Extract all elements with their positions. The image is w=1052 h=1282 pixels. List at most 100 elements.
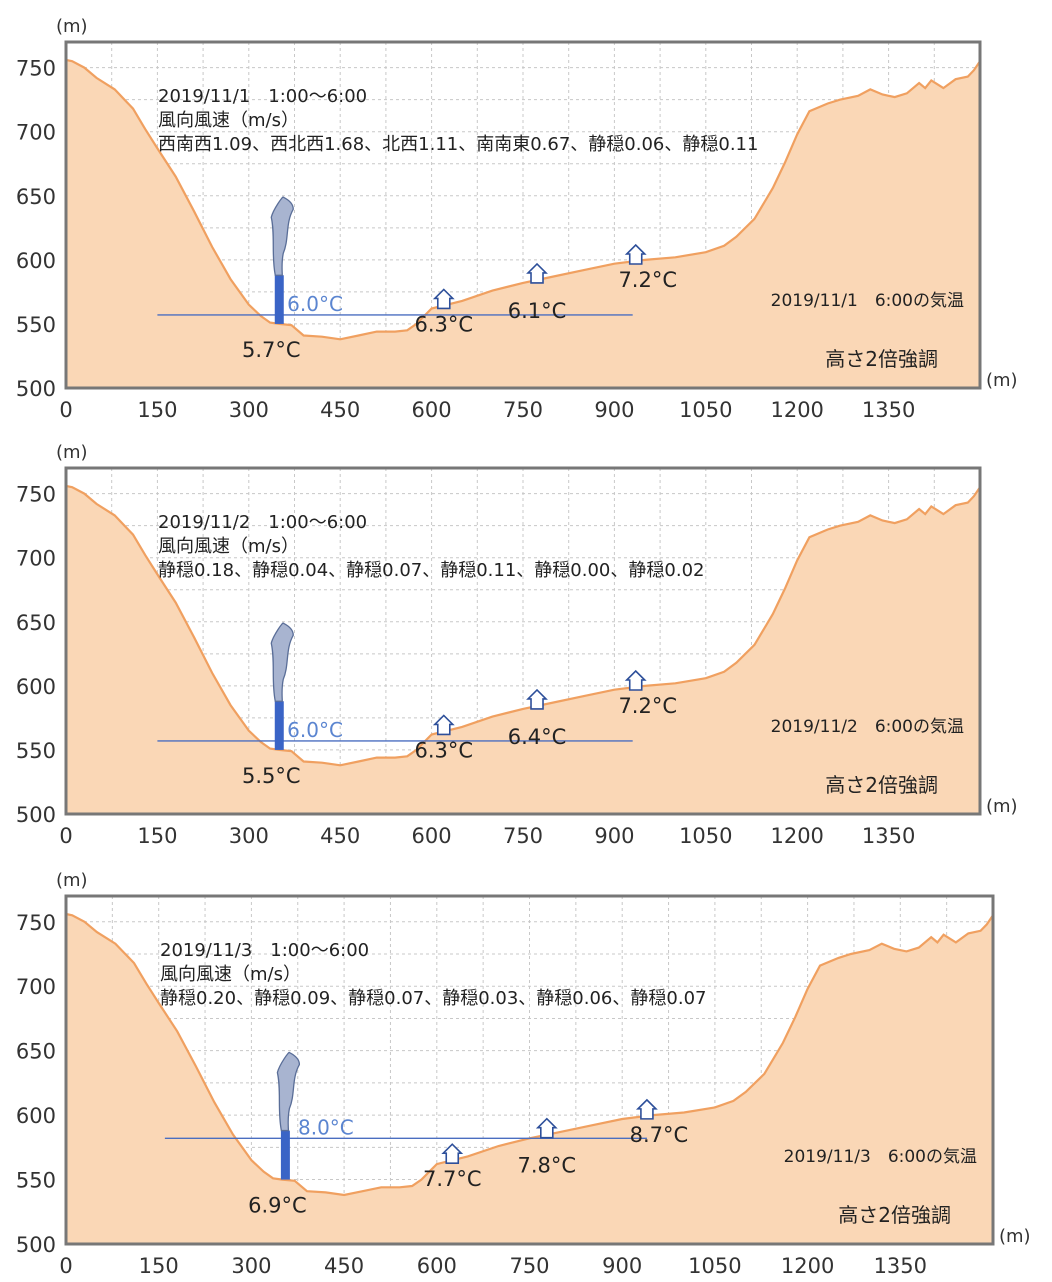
x-tick-label: 600: [417, 1254, 457, 1278]
house-icon: [635, 1098, 658, 1120]
x-tick-label: 0: [59, 1254, 72, 1278]
x-tick-label: 1200: [770, 398, 823, 422]
plume-icon: [270, 622, 294, 702]
x-axis-unit: (m): [986, 796, 1018, 817]
station-temperature-label: 8.7°C: [630, 1123, 689, 1147]
temperature-caption: 2019/11/2 6:00の気温: [771, 717, 964, 737]
air-temperature-label: 6.0°C: [287, 292, 343, 316]
y-tick-label: 750: [16, 483, 56, 507]
note-title: 2019/11/1 1:00～6:00: [158, 86, 367, 107]
x-tick-label: 150: [139, 1254, 179, 1278]
x-tick-label: 1050: [679, 824, 732, 848]
plot-frame: [64, 894, 995, 1246]
y-tick-label: 600: [16, 249, 56, 273]
house-icon: [535, 1117, 558, 1139]
station-temperature-label: 6.3°C: [415, 312, 474, 336]
height-emphasis-note: 高さ2倍強調: [825, 773, 938, 797]
chart-panel-2019-11-2: (m) (m) 500 550 600 650 700 750 0 150 300 450 600 750…: [0, 428, 1052, 856]
x-tick-label: 750: [503, 398, 543, 422]
station-temperature-label: 7.7°C: [423, 1167, 482, 1191]
y-tick-label: 500: [16, 1233, 56, 1257]
terrain-line: [65, 484, 981, 767]
station-temperature-label: 7.2°C: [618, 268, 677, 292]
chart-panel-2019-11-3: (m) (m) 500 550 600 650 700 750 0 150 300 450 600 750…: [0, 856, 1052, 1282]
x-axis-unit: (m): [999, 1226, 1031, 1247]
note-winds: 西南西1.09、西北西1.68、北西1.11、南南東0.67、静穏0.06、静穏…: [158, 134, 758, 155]
y-tick-label: 650: [16, 185, 56, 209]
y-tick-label: 700: [16, 547, 56, 571]
x-tick-label: 0: [59, 398, 72, 422]
x-tick-label: 150: [137, 824, 177, 848]
station-temperature-label: 6.9°C: [248, 1194, 307, 1218]
note-unit: 風向風速（m/s）: [160, 964, 301, 985]
note-winds: 静穏0.20、静穏0.09、静穏0.07、静穏0.03、静穏0.06、静穏0.0…: [160, 988, 706, 1009]
temperature-caption: 2019/11/1 6:00の気温: [771, 291, 964, 311]
terrain-line: [65, 58, 981, 341]
x-tick-label: 1200: [781, 1254, 834, 1278]
terrain-area: [66, 59, 980, 389]
house-icon: [432, 288, 455, 310]
x-tick-label: 0: [59, 824, 72, 848]
monitoring-tower: [280, 1130, 290, 1180]
x-tick-label: 750: [503, 824, 543, 848]
note-title: 2019/11/3 1:00～6:00: [160, 940, 369, 961]
note-winds: 静穏0.18、静穏0.04、静穏0.07、静穏0.11、静穏0.00、静穏0.0…: [158, 560, 704, 581]
plot-frame: [64, 466, 982, 816]
plume-icon: [276, 1051, 301, 1132]
y-tick-label: 700: [16, 121, 56, 145]
note-unit: 風向風速（m/s）: [158, 536, 299, 557]
y-tick-label: 750: [16, 911, 56, 935]
y-tick-label: 550: [16, 313, 56, 337]
y-axis-unit: (m): [56, 16, 88, 37]
x-tick-label: 900: [594, 398, 634, 422]
plot-frame: [64, 40, 982, 390]
x-tick-label: 900: [602, 1254, 642, 1278]
note-unit: 風向風速（m/s）: [158, 110, 299, 131]
temperature-caption: 2019/11/3 6:00の気温: [784, 1147, 977, 1167]
y-tick-label: 550: [16, 739, 56, 763]
house-icon: [526, 262, 548, 284]
air-temperature-label: 8.0°C: [298, 1115, 354, 1139]
x-tick-label: 1050: [688, 1254, 741, 1278]
monitoring-tower: [274, 275, 284, 324]
y-axis-unit: (m): [56, 870, 88, 891]
x-tick-label: 300: [229, 398, 269, 422]
station-temperature-label: 6.1°C: [508, 299, 567, 323]
house-icon: [624, 243, 647, 265]
monitoring-tower: [274, 701, 284, 750]
x-tick-label: 300: [229, 824, 269, 848]
x-tick-label: 750: [509, 1254, 549, 1278]
x-tick-label: 600: [412, 398, 452, 422]
house-icon: [526, 688, 548, 710]
house-icon: [432, 714, 455, 736]
y-tick-label: 600: [16, 1104, 56, 1128]
terrain-area: [66, 914, 993, 1244]
x-tick-label: 600: [412, 824, 452, 848]
x-axis-unit: (m): [986, 370, 1018, 391]
height-emphasis-note: 高さ2倍強調: [825, 347, 938, 371]
y-axis-unit: (m): [56, 442, 88, 463]
x-tick-label: 450: [324, 1254, 364, 1278]
y-tick-label: 600: [16, 675, 56, 699]
terrain-area: [66, 485, 980, 814]
x-tick-label: 1350: [874, 1254, 927, 1278]
station-temperature-label: 5.5°C: [242, 764, 301, 788]
x-tick-label: 900: [594, 824, 634, 848]
house-icon: [441, 1143, 464, 1165]
x-tick-label: 450: [320, 824, 360, 848]
y-tick-label: 650: [16, 1040, 56, 1064]
y-tick-label: 550: [16, 1169, 56, 1193]
y-tick-label: 500: [16, 377, 56, 401]
x-tick-label: 1350: [862, 824, 915, 848]
x-tick-label: 300: [231, 1254, 271, 1278]
chart-panel-2019-11-1: (m) (m) 500 550 600 650 700 750 0 150 300 450 600 750…: [0, 0, 1052, 428]
y-tick-label: 700: [16, 975, 56, 999]
station-temperature-label: 6.4°C: [508, 725, 567, 749]
station-temperature-label: 6.3°C: [415, 738, 474, 762]
air-temperature-label: 6.0°C: [287, 718, 343, 742]
y-tick-label: 500: [16, 803, 56, 827]
y-tick-label: 650: [16, 611, 56, 635]
x-tick-label: 150: [137, 398, 177, 422]
x-tick-label: 1350: [862, 398, 915, 422]
x-tick-label: 1050: [679, 398, 732, 422]
